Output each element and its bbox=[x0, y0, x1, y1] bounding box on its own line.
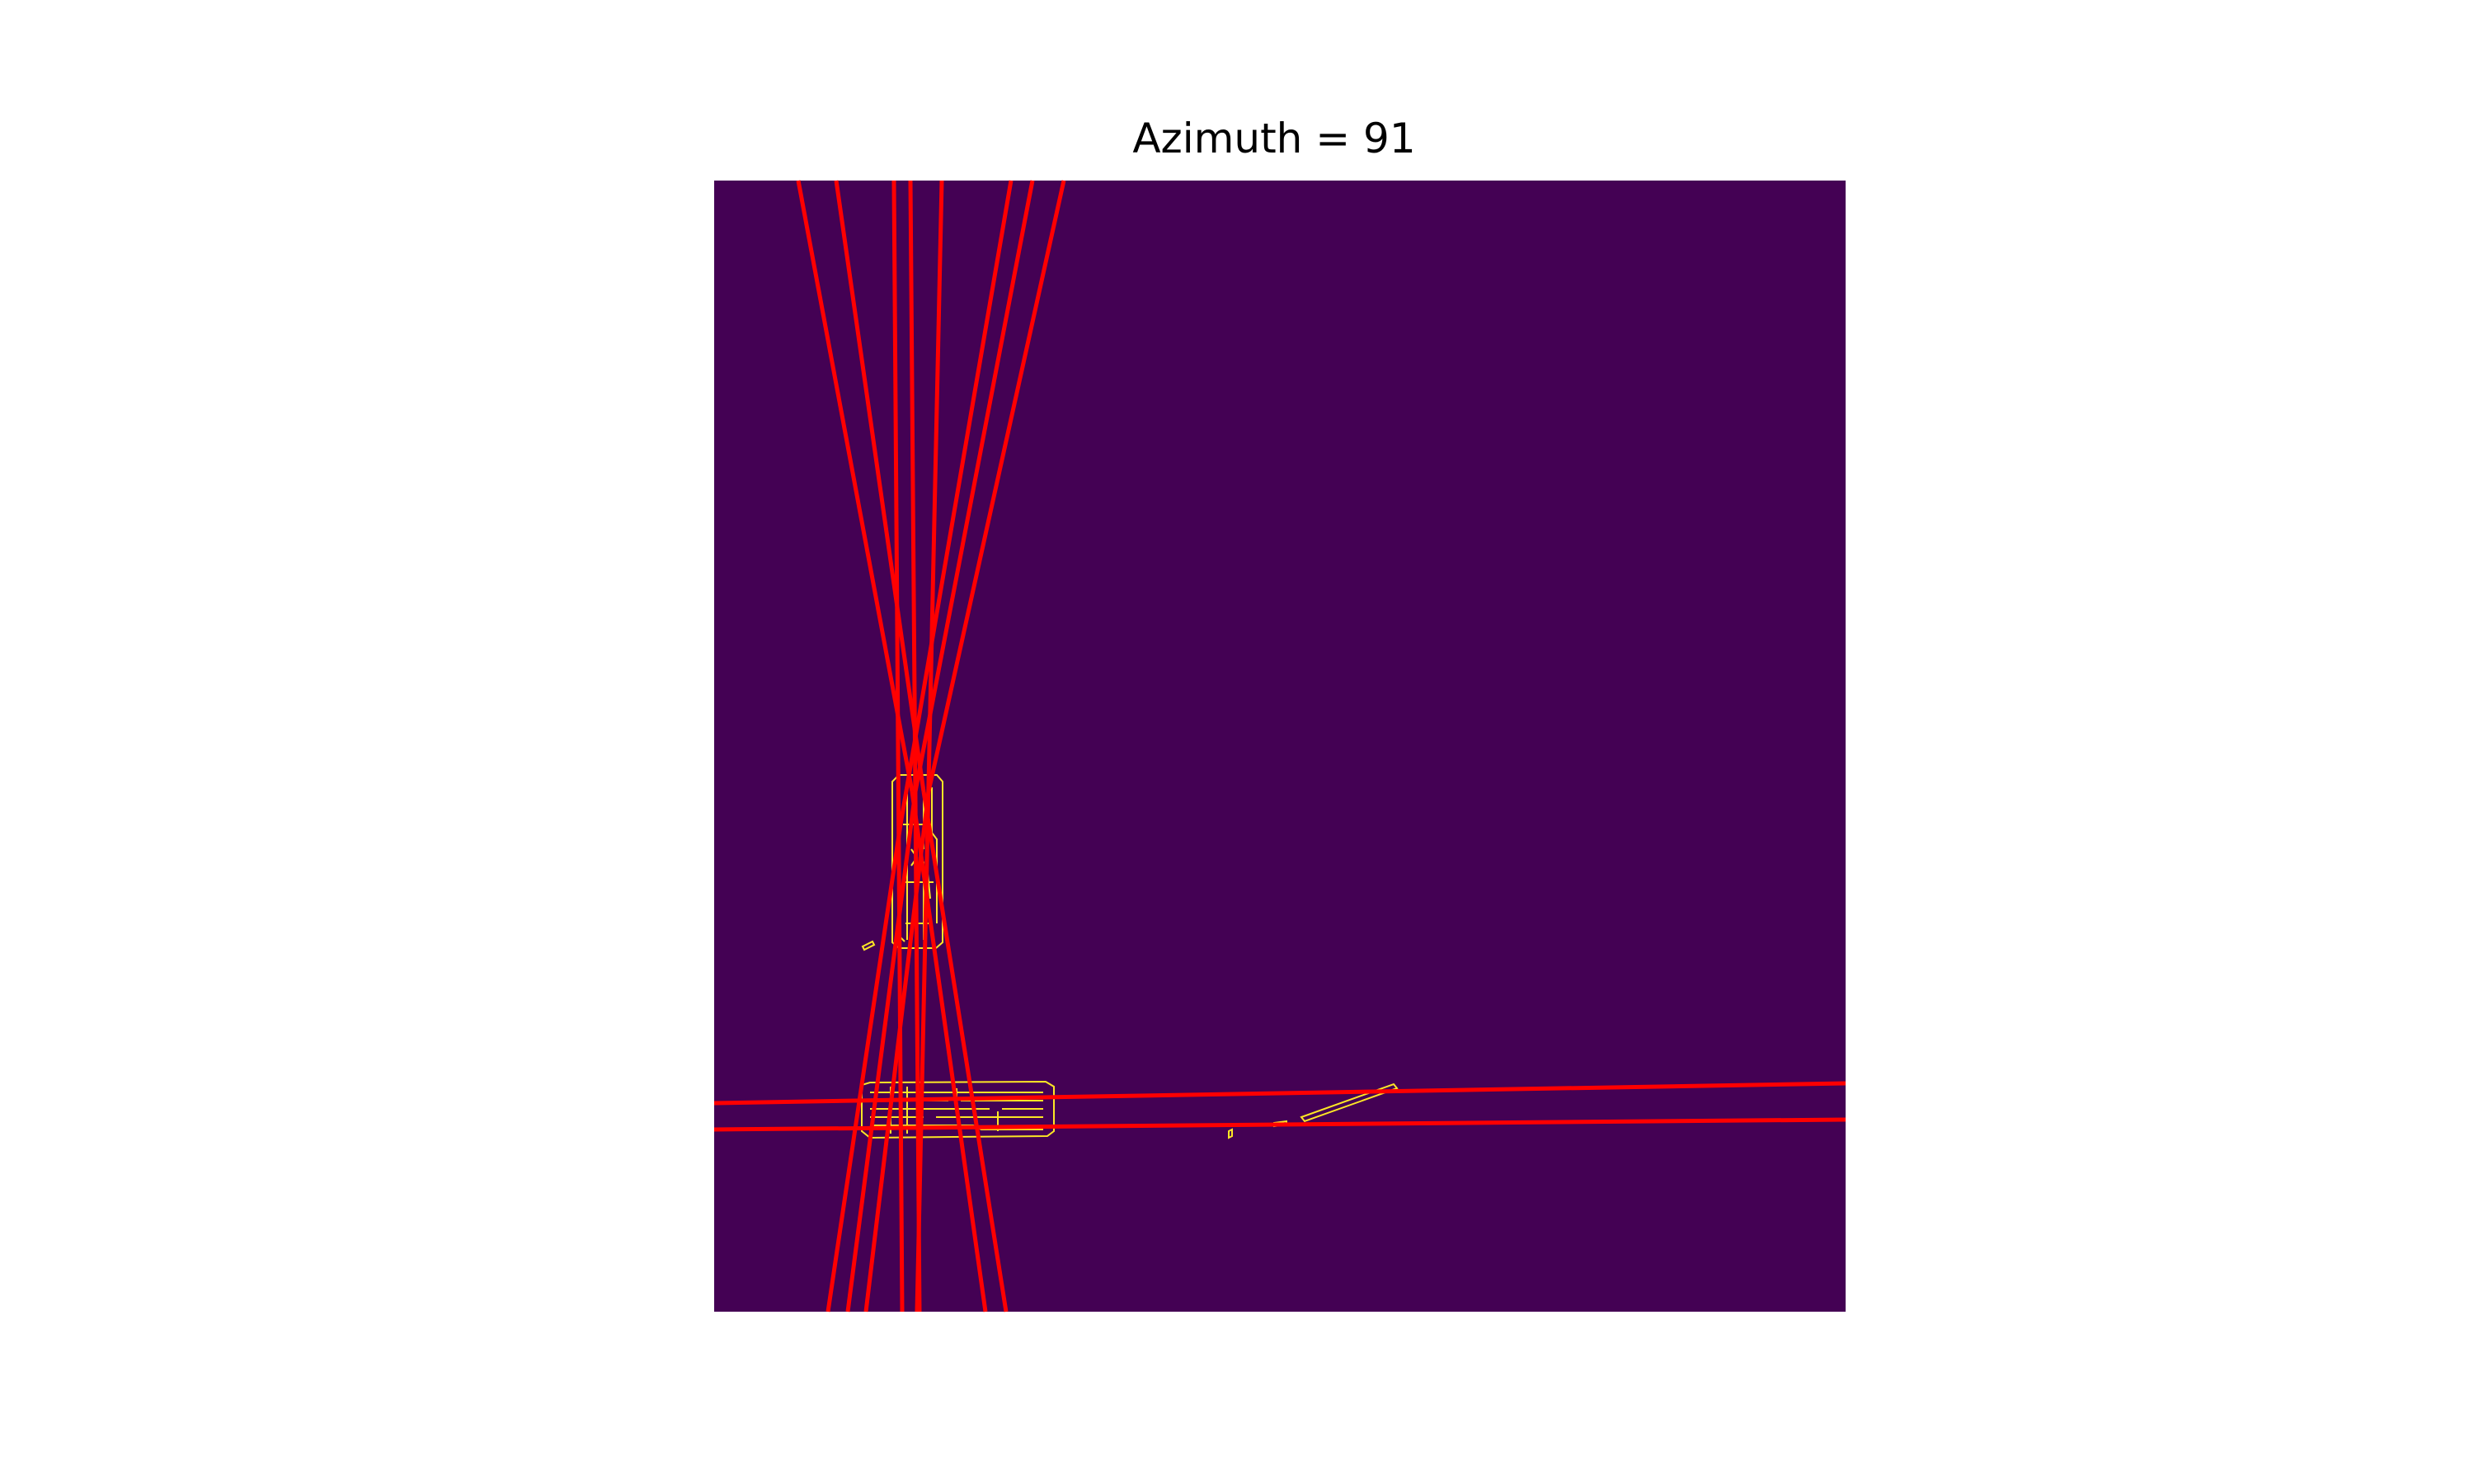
distant-segment-piece-2 bbox=[1228, 1128, 1233, 1139]
hough-line-6 bbox=[898, 180, 1014, 825]
hough-line-8 bbox=[926, 180, 1066, 792]
distant-segment-main bbox=[1300, 1082, 1399, 1123]
edge-map-background bbox=[714, 181, 1846, 1312]
figure-title: Azimuth = 91 bbox=[1132, 115, 1416, 162]
hough-line-7b bbox=[845, 791, 918, 1313]
hough-line-2b bbox=[921, 791, 1009, 1313]
hough-line-8b bbox=[863, 791, 931, 1313]
hough-line-1 bbox=[796, 180, 915, 792]
lower-object-outline bbox=[861, 1080, 1055, 1139]
hough-line-2 bbox=[834, 180, 926, 792]
hough-line-1b bbox=[910, 791, 988, 1313]
hough-line-9 bbox=[713, 1081, 1846, 1106]
small-fragment-left bbox=[861, 940, 876, 951]
hough-line-5 bbox=[915, 180, 944, 1313]
hough-lines bbox=[713, 180, 1846, 1313]
hough-line-10 bbox=[713, 1117, 1846, 1132]
hough-line-6b bbox=[825, 824, 903, 1313]
hough-line-7 bbox=[913, 180, 1035, 792]
hough-line-3 bbox=[891, 180, 905, 1313]
